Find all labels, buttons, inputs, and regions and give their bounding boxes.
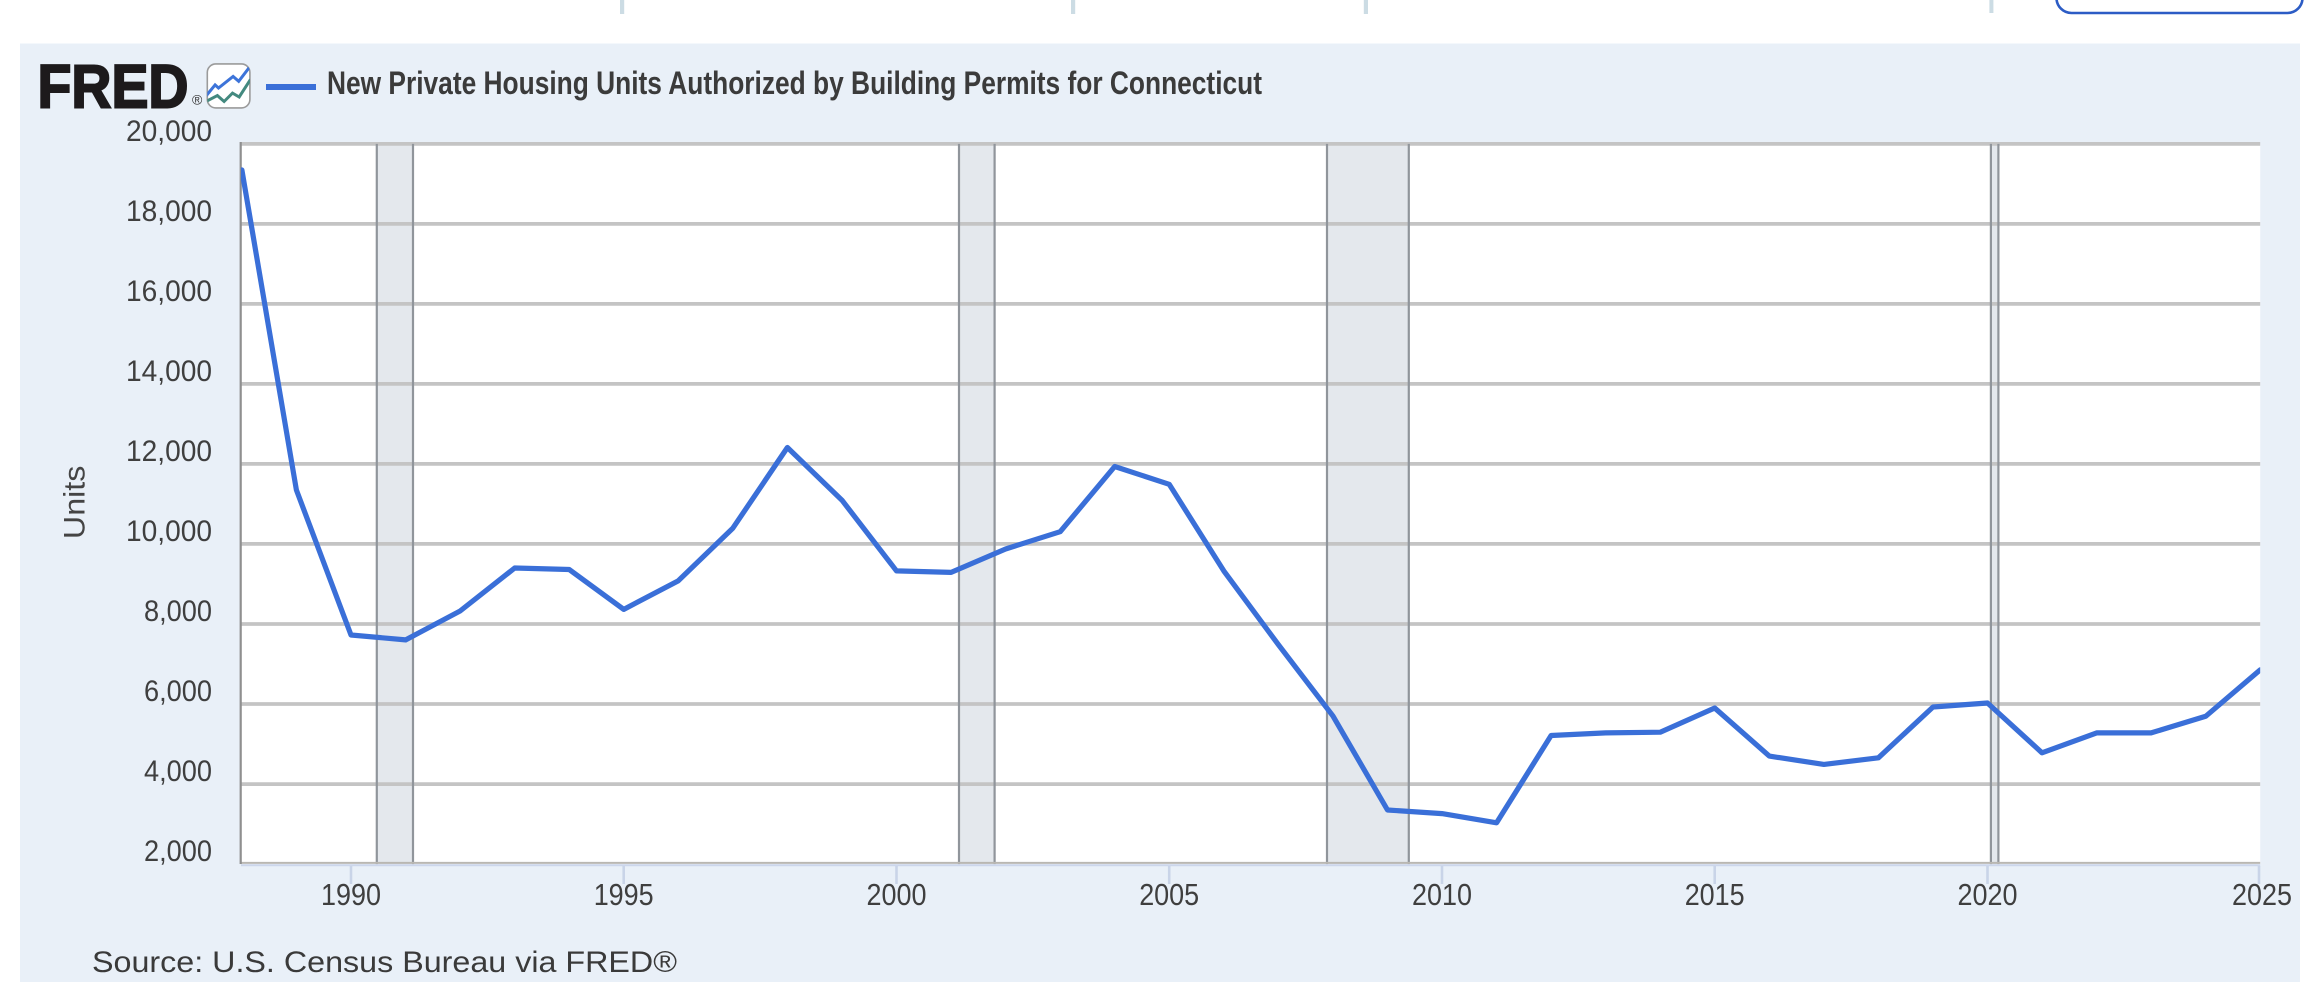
- svg-text:16,000: 16,000: [126, 275, 212, 308]
- svg-text:6,000: 6,000: [144, 675, 212, 708]
- svg-text:4,000: 4,000: [144, 755, 212, 788]
- svg-text:20,000: 20,000: [126, 115, 212, 148]
- svg-text:14,000: 14,000: [126, 355, 212, 388]
- svg-text:1995: 1995: [594, 878, 654, 912]
- svg-text:FRED: FRED: [38, 53, 189, 121]
- svg-text:Units: Units: [59, 466, 92, 540]
- svg-text:Source: U.S. Census Bureau via: Source: U.S. Census Bureau via FRED®: [92, 946, 677, 979]
- svg-text:2000: 2000: [867, 878, 927, 912]
- svg-text:®: ®: [192, 92, 203, 108]
- svg-text:1990: 1990: [321, 878, 381, 912]
- svg-text:2020: 2020: [1958, 878, 2018, 912]
- svg-text:New Private Housing Units Auth: New Private Housing Units Authorized by …: [327, 65, 1262, 101]
- svg-text:2015: 2015: [1685, 878, 1745, 912]
- svg-text:2005: 2005: [1139, 878, 1199, 912]
- svg-text:2025: 2025: [2232, 878, 2292, 912]
- svg-text:8,000: 8,000: [144, 595, 212, 628]
- svg-text:2010: 2010: [1412, 878, 1472, 912]
- svg-text:2,000: 2,000: [144, 835, 212, 868]
- svg-text:10,000: 10,000: [126, 515, 212, 548]
- svg-text:12,000: 12,000: [126, 435, 212, 468]
- svg-text:18,000: 18,000: [126, 195, 212, 228]
